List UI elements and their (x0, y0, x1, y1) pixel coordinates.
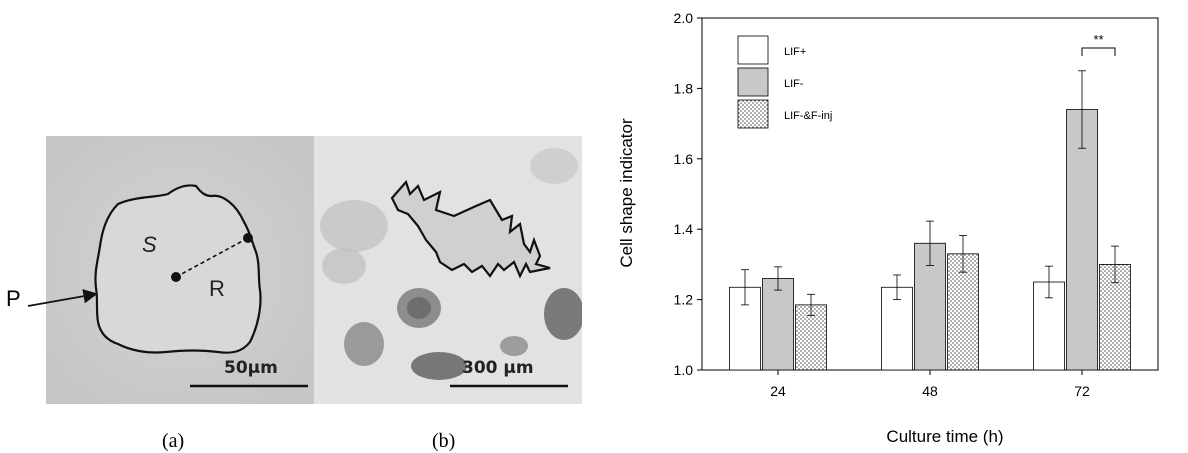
significance-bracket (1081, 47, 1116, 56)
area-label-s: S (142, 232, 157, 257)
legend-label: LIF+ (784, 46, 806, 58)
caption-b: (b) (432, 430, 456, 452)
center-point (171, 272, 181, 282)
scale-label-a: 50μm (224, 358, 278, 378)
edge-point (243, 233, 253, 243)
cell-shape-chart: 1.0 1.2 1.4 1.6 1.8 2.0 24 48 72 LIF+ LIF- LIF-&F-i… (617, 10, 1159, 446)
y-tick-label: 1.2 (674, 292, 694, 308)
cell-boundary (94, 184, 262, 354)
x-tick-label: 48 (922, 383, 938, 399)
radius-label-r: R (209, 276, 225, 301)
y-tick-label: 1.6 (674, 151, 694, 167)
x-axis-label: Culture time (h) (886, 427, 1003, 446)
y-tick-label: 1.8 (674, 80, 694, 96)
y-tick-label: 1.4 (674, 221, 694, 237)
x-tick-label: 72 (1074, 383, 1090, 399)
micrograph-b: 300 μm (314, 136, 582, 404)
y-tick-label: 2.0 (674, 10, 694, 26)
legend-swatch (737, 99, 769, 129)
bar (762, 278, 794, 371)
perimeter-label-p: P (6, 286, 21, 311)
caption-a: (a) (162, 430, 185, 452)
colony-outline (390, 179, 551, 279)
scale-label-b: 300 μm (462, 358, 534, 378)
bar (881, 286, 913, 371)
bar (1033, 281, 1065, 371)
y-tick-label: 1.0 (674, 362, 694, 378)
legend-label: LIF- (784, 78, 804, 90)
significance-label: ** (1093, 32, 1103, 47)
legend-swatch (737, 67, 769, 97)
legend-swatch (737, 35, 769, 65)
micrograph-a: S R 50μm (46, 136, 314, 404)
x-tick-label: 24 (770, 383, 786, 399)
bar (1066, 109, 1098, 371)
colony-image-b (314, 136, 582, 404)
plot-area: 1.0 1.2 1.4 1.6 1.8 2.0 24 48 72 LIF+ LIF- LIF-&F-i… (674, 10, 1159, 399)
perimeter-arrow (27, 289, 98, 307)
legend-label: LIF-&F-inj (784, 110, 832, 122)
cell-outline-a (46, 136, 314, 404)
y-axis-label: Cell shape indicator (617, 118, 636, 268)
